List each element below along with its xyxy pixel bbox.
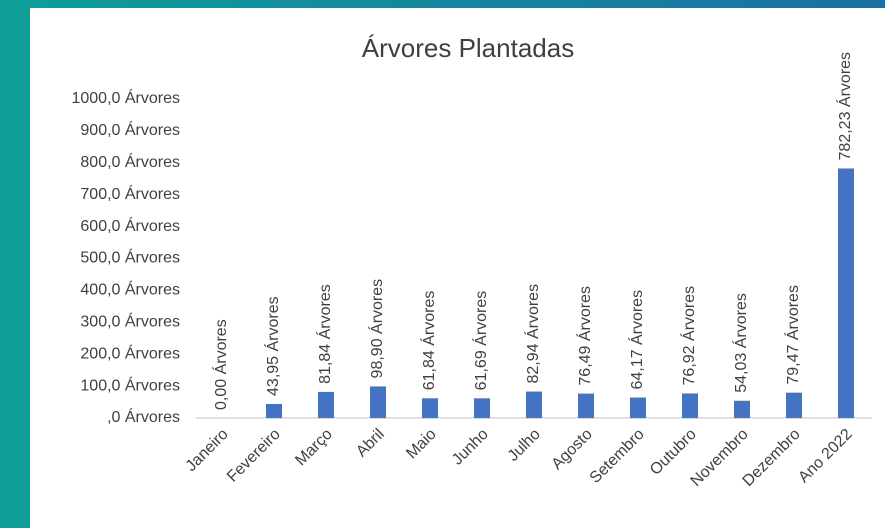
data-label: 43,95 Árvores xyxy=(263,296,282,396)
chart-area xyxy=(30,8,885,528)
bar xyxy=(630,397,646,418)
bar xyxy=(474,398,490,418)
data-label: 61,84 Árvores xyxy=(419,291,438,391)
y-tick-label: 600,0 Árvores xyxy=(80,216,180,235)
data-label: 82,94 Árvores xyxy=(523,284,542,384)
y-tick-label: 200,0 Árvores xyxy=(80,343,180,362)
y-tick-label: 300,0 Árvores xyxy=(80,312,180,331)
data-label: 61,69 Árvores xyxy=(471,291,490,391)
bar xyxy=(786,392,802,418)
data-label: 76,49 Árvores xyxy=(575,286,594,386)
bar xyxy=(318,391,334,418)
y-tick-label: 800,0 Árvores xyxy=(80,152,180,171)
y-tick-label: 500,0 Árvores xyxy=(80,248,180,267)
data-label: 64,17 Árvores xyxy=(627,290,646,390)
data-label: 79,47 Árvores xyxy=(783,285,802,385)
bar xyxy=(682,393,698,418)
y-tick-label: 100,0 Árvores xyxy=(80,375,180,394)
data-label: 98,90 Árvores xyxy=(367,279,386,379)
bar xyxy=(422,398,438,418)
bar xyxy=(578,393,594,418)
bar xyxy=(370,386,386,418)
bar xyxy=(266,403,282,418)
data-label: 76,92 Árvores xyxy=(679,286,698,386)
y-tick-label: ,0 Árvores xyxy=(107,407,180,426)
data-label: 81,84 Árvores xyxy=(315,284,334,384)
bar xyxy=(838,168,854,418)
y-tick-label: 400,0 Árvores xyxy=(80,280,180,299)
top-bar xyxy=(0,0,885,8)
data-label: 782,23 Árvores xyxy=(835,52,854,161)
bar xyxy=(526,391,542,418)
bar xyxy=(734,400,750,418)
y-tick-label: 1000,0 Árvores xyxy=(71,88,180,107)
y-tick-label: 900,0 Árvores xyxy=(80,120,180,139)
data-label: 54,03 Árvores xyxy=(731,293,750,393)
y-tick-label: 700,0 Árvores xyxy=(80,184,180,203)
data-label: 0,00 Árvores xyxy=(211,319,230,410)
chart-title: Árvores Plantadas xyxy=(362,33,574,63)
